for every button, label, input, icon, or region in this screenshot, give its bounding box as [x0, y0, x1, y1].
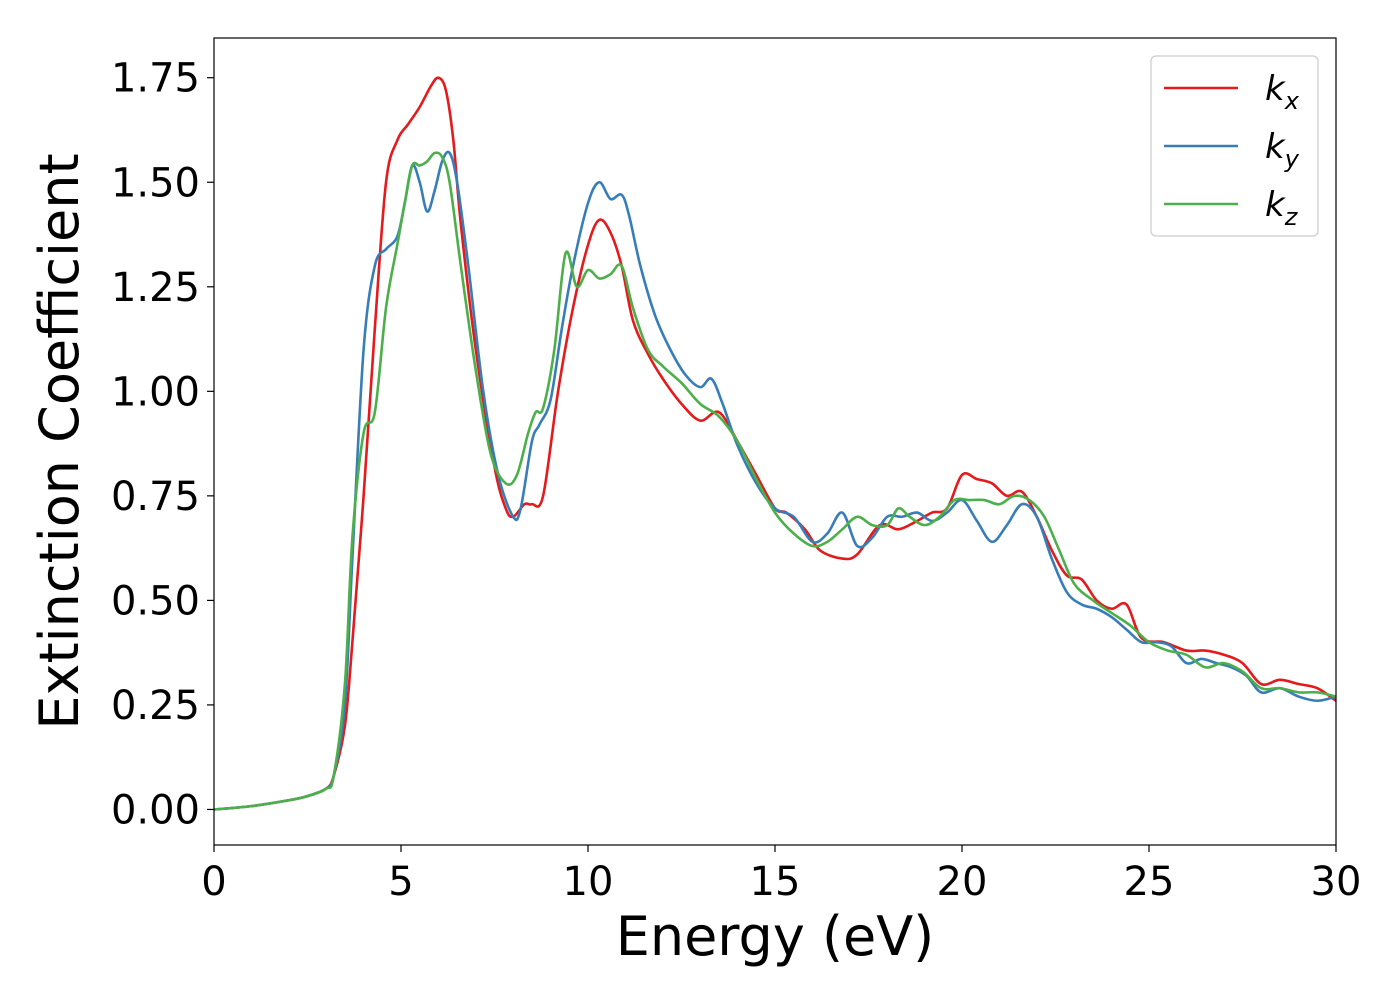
- x-tick-label: 5: [388, 859, 413, 905]
- series-line-kz: [214, 151, 1336, 811]
- x-axis: 0 5 10 15 20 25 30: [201, 845, 1361, 905]
- y-tick-label: 1.75: [111, 56, 200, 102]
- x-tick-label: 15: [750, 859, 801, 905]
- y-tick-label: 1.25: [111, 265, 200, 311]
- y-tick-label: 1.50: [111, 160, 200, 206]
- series-line-kx: [214, 76, 1336, 811]
- x-tick-label: 10: [563, 859, 614, 905]
- y-axis: 0.00 0.25 0.50 0.75 1.00 1.25 1.50 1.75: [111, 56, 214, 833]
- y-tick-label: 0.00: [111, 787, 200, 833]
- series-layer: [214, 76, 1336, 811]
- y-axis-label: Extinction Coefficient: [28, 153, 91, 729]
- y-tick-label: 1.00: [111, 369, 200, 415]
- x-axis-label: Energy (eV): [616, 905, 935, 968]
- y-tick-label: 0.50: [111, 578, 200, 624]
- legend-label-ky: ky: [1265, 127, 1300, 173]
- x-tick-label: 30: [1311, 859, 1362, 905]
- y-tick-label: 0.75: [111, 474, 200, 520]
- x-tick-label: 20: [937, 859, 988, 905]
- x-tick-label: 0: [201, 859, 226, 905]
- legend-label-kz: kz: [1265, 185, 1299, 231]
- legend-label-kx: kx: [1265, 69, 1300, 115]
- y-tick-label: 0.25: [111, 683, 200, 729]
- x-tick-label: 25: [1124, 859, 1175, 905]
- legend: kx ky kz: [1150, 55, 1319, 237]
